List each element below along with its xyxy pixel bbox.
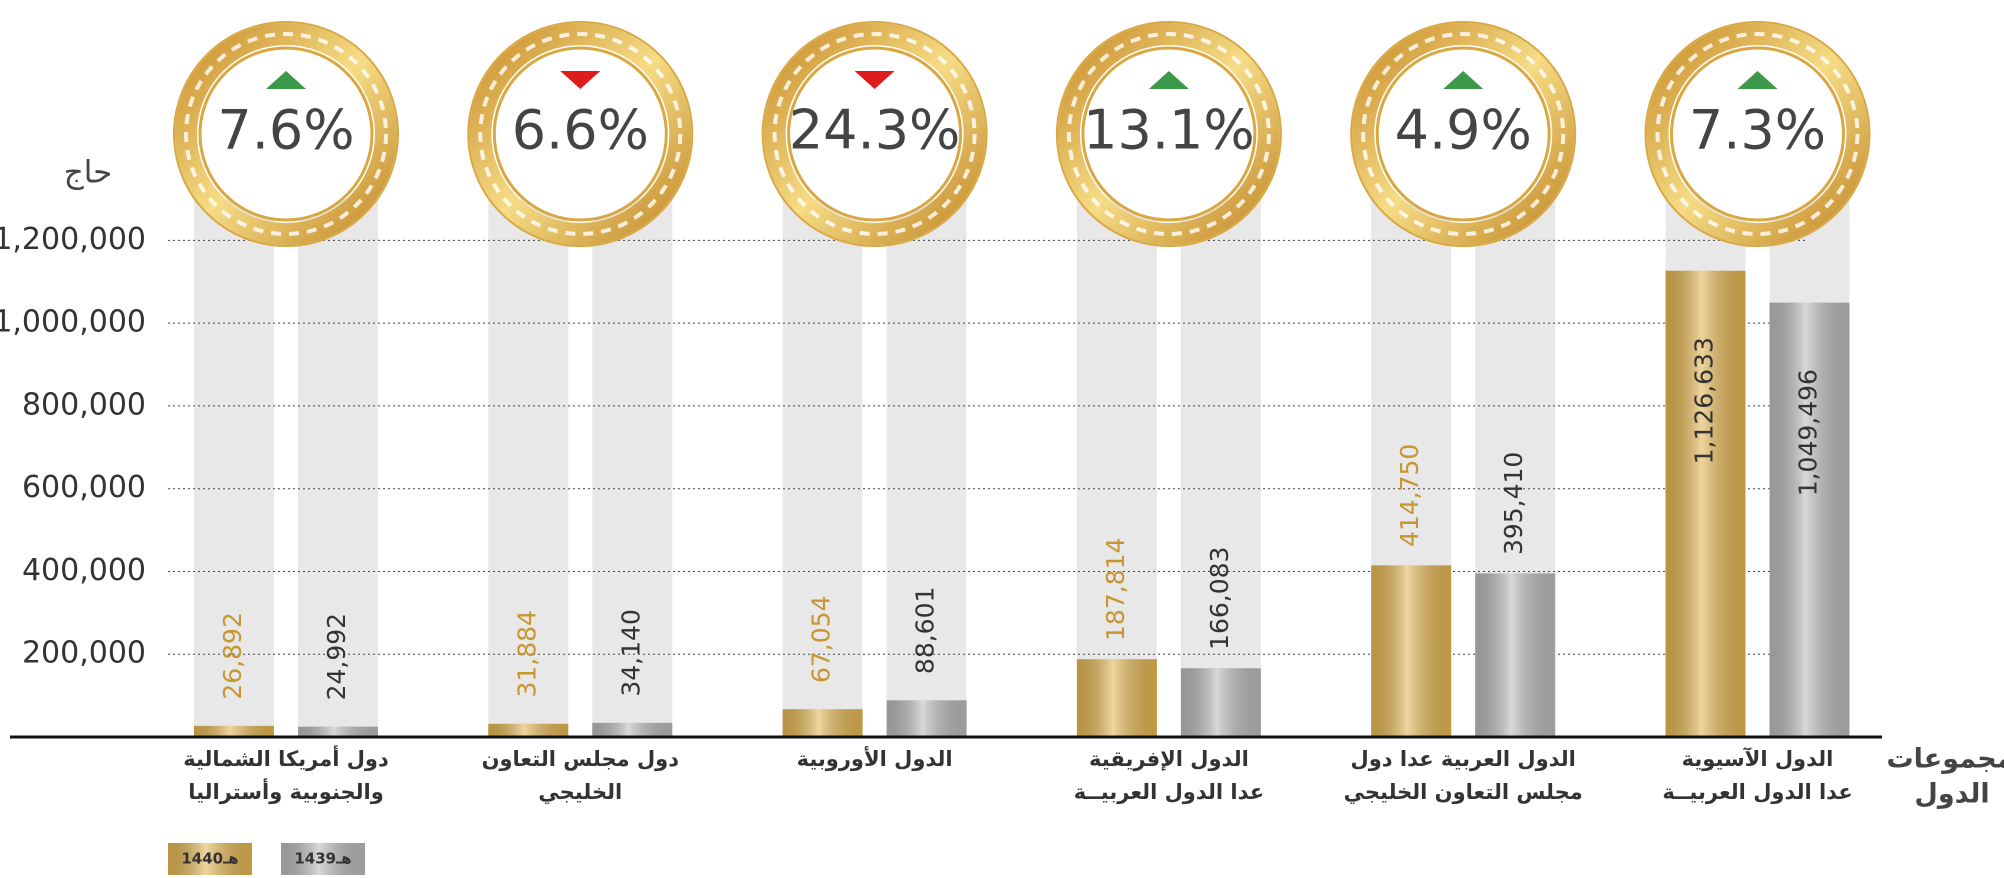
bar-shine (1371, 565, 1451, 737)
value-label: 24,992 (322, 613, 351, 700)
chart: حاج مجموعات الدول 200,000 400,000 600,000 8… (0, 0, 2004, 878)
x-tick-label: دول أمريكا الشمالية (183, 744, 389, 771)
bar-shine (1475, 573, 1555, 737)
x-tick-label: دول مجلس التعاون (482, 747, 680, 771)
bar-track (1181, 199, 1261, 737)
bar-shine (783, 709, 863, 737)
value-label: 88,601 (911, 587, 940, 674)
value-label: 1,126,633 (1690, 337, 1719, 464)
y-unit: حاج (64, 155, 113, 191)
y-tick-label: 800,000 (22, 387, 146, 422)
x-tick-label: الدول الإفريقية (1089, 747, 1249, 771)
bar-shine (592, 723, 672, 737)
value-label: 187,814 (1101, 538, 1130, 641)
x-tick-label: مجلس التعاون الخليجي (1344, 780, 1583, 804)
change-label: 7.3% (1689, 99, 1826, 162)
change-label: 24.3% (789, 99, 961, 162)
y-tick-label: 200,000 (22, 636, 146, 671)
bar-shine (298, 727, 378, 737)
bar-shine (194, 726, 274, 737)
bar-shine (1077, 659, 1157, 737)
x-tick-label: والجنوبية وأستراليا (188, 777, 384, 804)
legend-label: 1440هـ (181, 850, 238, 868)
value-label: 26,892 (218, 612, 247, 699)
change-label: 7.6% (217, 99, 354, 162)
x-axis-title: الدول (1914, 779, 1989, 810)
legend-label: 1439هـ (294, 850, 351, 868)
bar-shine (488, 724, 568, 737)
change-label: 4.9% (1395, 99, 1532, 162)
x-tick-label: الخليجي (538, 780, 622, 804)
y-tick-label: 400,000 (22, 553, 146, 588)
value-label: 34,140 (616, 609, 645, 696)
value-label: 414,750 (1395, 444, 1424, 547)
x-tick-label: الدول الآسيوية (1682, 747, 1834, 771)
bar-shine (1181, 668, 1261, 737)
bar-shine (1770, 303, 1850, 737)
x-tick-label: الدول الأوروبية (797, 745, 953, 771)
bar-shine (887, 700, 967, 737)
change-label: 6.6% (512, 99, 649, 162)
x-tick-label: عدا الدول العربيــة (1662, 780, 1852, 804)
y-tick-label: 1,200,000 (0, 222, 146, 257)
y-tick-label: 1,000,000 (0, 305, 146, 340)
value-label: 166,083 (1205, 547, 1234, 650)
bar-track (1077, 199, 1157, 737)
value-label: 31,884 (512, 610, 541, 697)
y-tick-label: 600,000 (22, 470, 146, 505)
value-label: 395,410 (1499, 452, 1528, 555)
value-label: 1,049,496 (1794, 369, 1823, 496)
value-label: 67,054 (807, 596, 836, 683)
x-tick-label: عدا الدول العربيــة (1074, 780, 1264, 804)
x-axis-title: مجموعات (1887, 744, 2004, 775)
change-label: 13.1% (1083, 99, 1255, 162)
x-tick-label: الدول العربية عدا دول (1351, 747, 1576, 771)
